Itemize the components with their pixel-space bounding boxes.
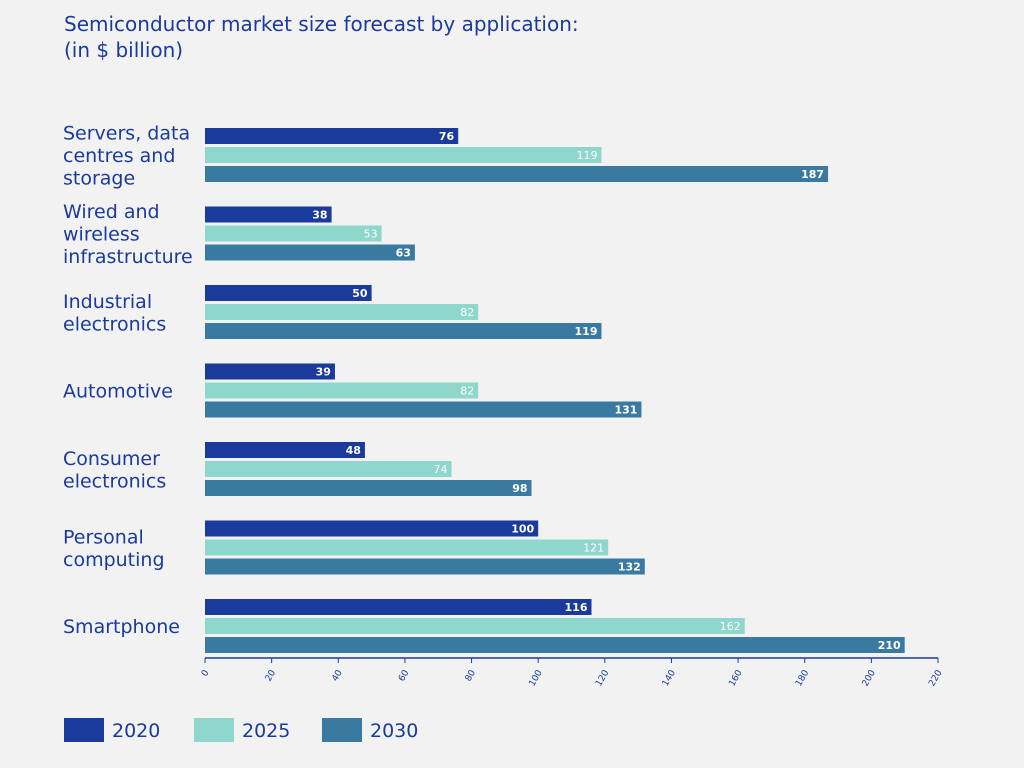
x-tick-label: 60 bbox=[397, 668, 412, 683]
data-label-2020: 48 bbox=[346, 444, 361, 457]
data-label-2025: 119 bbox=[576, 149, 597, 162]
category-label-line: Personal bbox=[63, 526, 144, 548]
data-label-2020: 39 bbox=[316, 366, 331, 379]
bar-2025 bbox=[205, 382, 479, 399]
category-label-line: Automotive bbox=[63, 381, 173, 403]
category-label: Automotive bbox=[63, 381, 173, 403]
bar-2030 bbox=[205, 401, 642, 418]
x-tick-label: 100 bbox=[528, 668, 545, 688]
x-tick-label: 180 bbox=[794, 668, 811, 688]
category-label-line: Consumer bbox=[63, 448, 160, 470]
bar-2020 bbox=[205, 206, 332, 223]
category-label-line: storage bbox=[63, 168, 135, 190]
bar-2025 bbox=[205, 225, 382, 242]
bar-2025 bbox=[205, 147, 602, 163]
x-tick-label: 140 bbox=[661, 668, 678, 688]
data-label-2025: 162 bbox=[720, 620, 741, 633]
data-label-2030: 131 bbox=[614, 404, 637, 417]
x-tick-label: 0 bbox=[200, 668, 212, 678]
chart-subtitle: (in $ billion) bbox=[64, 38, 184, 62]
category-label-line: Wired and bbox=[63, 201, 160, 223]
data-label-2030: 132 bbox=[618, 561, 641, 574]
data-label-2030: 119 bbox=[575, 325, 598, 338]
category-label: Wired and wireless infrastructure bbox=[63, 201, 193, 268]
data-label-2030: 63 bbox=[396, 247, 411, 260]
category-label-line: centres and bbox=[63, 145, 175, 167]
data-label-2030: 187 bbox=[801, 168, 824, 181]
bar-2025 bbox=[205, 618, 745, 634]
bar-2020 bbox=[205, 285, 372, 301]
legend-swatch-2025 bbox=[194, 718, 234, 742]
x-tick-label: 80 bbox=[464, 668, 479, 683]
category-label-line: Servers, data bbox=[63, 123, 190, 145]
category-label: Consumer electronics bbox=[63, 448, 166, 493]
data-label-2025: 74 bbox=[434, 463, 448, 476]
category-label-line: Smartphone bbox=[63, 616, 180, 638]
data-label-2025: 82 bbox=[460, 385, 474, 398]
bar-2030 bbox=[205, 480, 532, 496]
data-label-2020: 116 bbox=[565, 601, 588, 614]
x-tick-label: 120 bbox=[594, 668, 611, 688]
category-label-line: computing bbox=[63, 549, 165, 571]
category-label: Personal computing bbox=[63, 526, 165, 571]
category-label: Servers, data centres and storage bbox=[63, 123, 190, 190]
x-tick-label: 40 bbox=[330, 668, 345, 683]
bar-2030 bbox=[205, 558, 645, 575]
bar-2025 bbox=[205, 304, 479, 320]
legend-swatch-2030 bbox=[322, 718, 362, 742]
x-tick-label: 20 bbox=[264, 668, 279, 683]
bar-2020 bbox=[205, 442, 365, 458]
bar-2020 bbox=[205, 520, 539, 537]
legend-swatch-2020 bbox=[64, 718, 104, 742]
data-label-2030: 210 bbox=[878, 639, 901, 652]
category-label-line: electronics bbox=[63, 313, 166, 335]
bar-2020 bbox=[205, 363, 335, 380]
x-tick-label: 200 bbox=[861, 668, 878, 688]
category-label: Smartphone bbox=[63, 616, 180, 638]
category-label-line: Industrial bbox=[63, 291, 152, 313]
bar-2020 bbox=[205, 128, 459, 144]
data-label-2025: 121 bbox=[583, 542, 604, 555]
legend-label-2020: 2020 bbox=[112, 720, 161, 742]
x-tick-label: 160 bbox=[727, 668, 744, 688]
data-label-2020: 38 bbox=[312, 209, 327, 222]
category-label-line: wireless bbox=[63, 224, 140, 246]
bar-2025 bbox=[205, 461, 452, 477]
bar-2030 bbox=[205, 637, 905, 653]
category-label-line: infrastructure bbox=[63, 246, 193, 268]
data-label-2020: 50 bbox=[352, 287, 368, 300]
bar-2020 bbox=[205, 599, 592, 615]
category-label-line: electronics bbox=[63, 470, 166, 492]
bar-2030 bbox=[205, 244, 415, 261]
data-label-2020: 76 bbox=[439, 130, 455, 143]
category-label: Industrial electronics bbox=[63, 291, 166, 336]
bar-2025 bbox=[205, 539, 609, 556]
data-label-2025: 82 bbox=[460, 306, 474, 319]
x-tick-label: 220 bbox=[927, 668, 944, 688]
bar-2030 bbox=[205, 166, 829, 182]
legend-label-2030: 2030 bbox=[370, 720, 419, 742]
bar-2030 bbox=[205, 323, 602, 339]
chart-title: Semiconductor market size forecast by ap… bbox=[64, 12, 579, 36]
data-label-2020: 100 bbox=[511, 523, 534, 536]
legend-label-2025: 2025 bbox=[242, 720, 291, 742]
data-label-2025: 53 bbox=[364, 228, 378, 241]
data-label-2030: 98 bbox=[512, 482, 527, 495]
